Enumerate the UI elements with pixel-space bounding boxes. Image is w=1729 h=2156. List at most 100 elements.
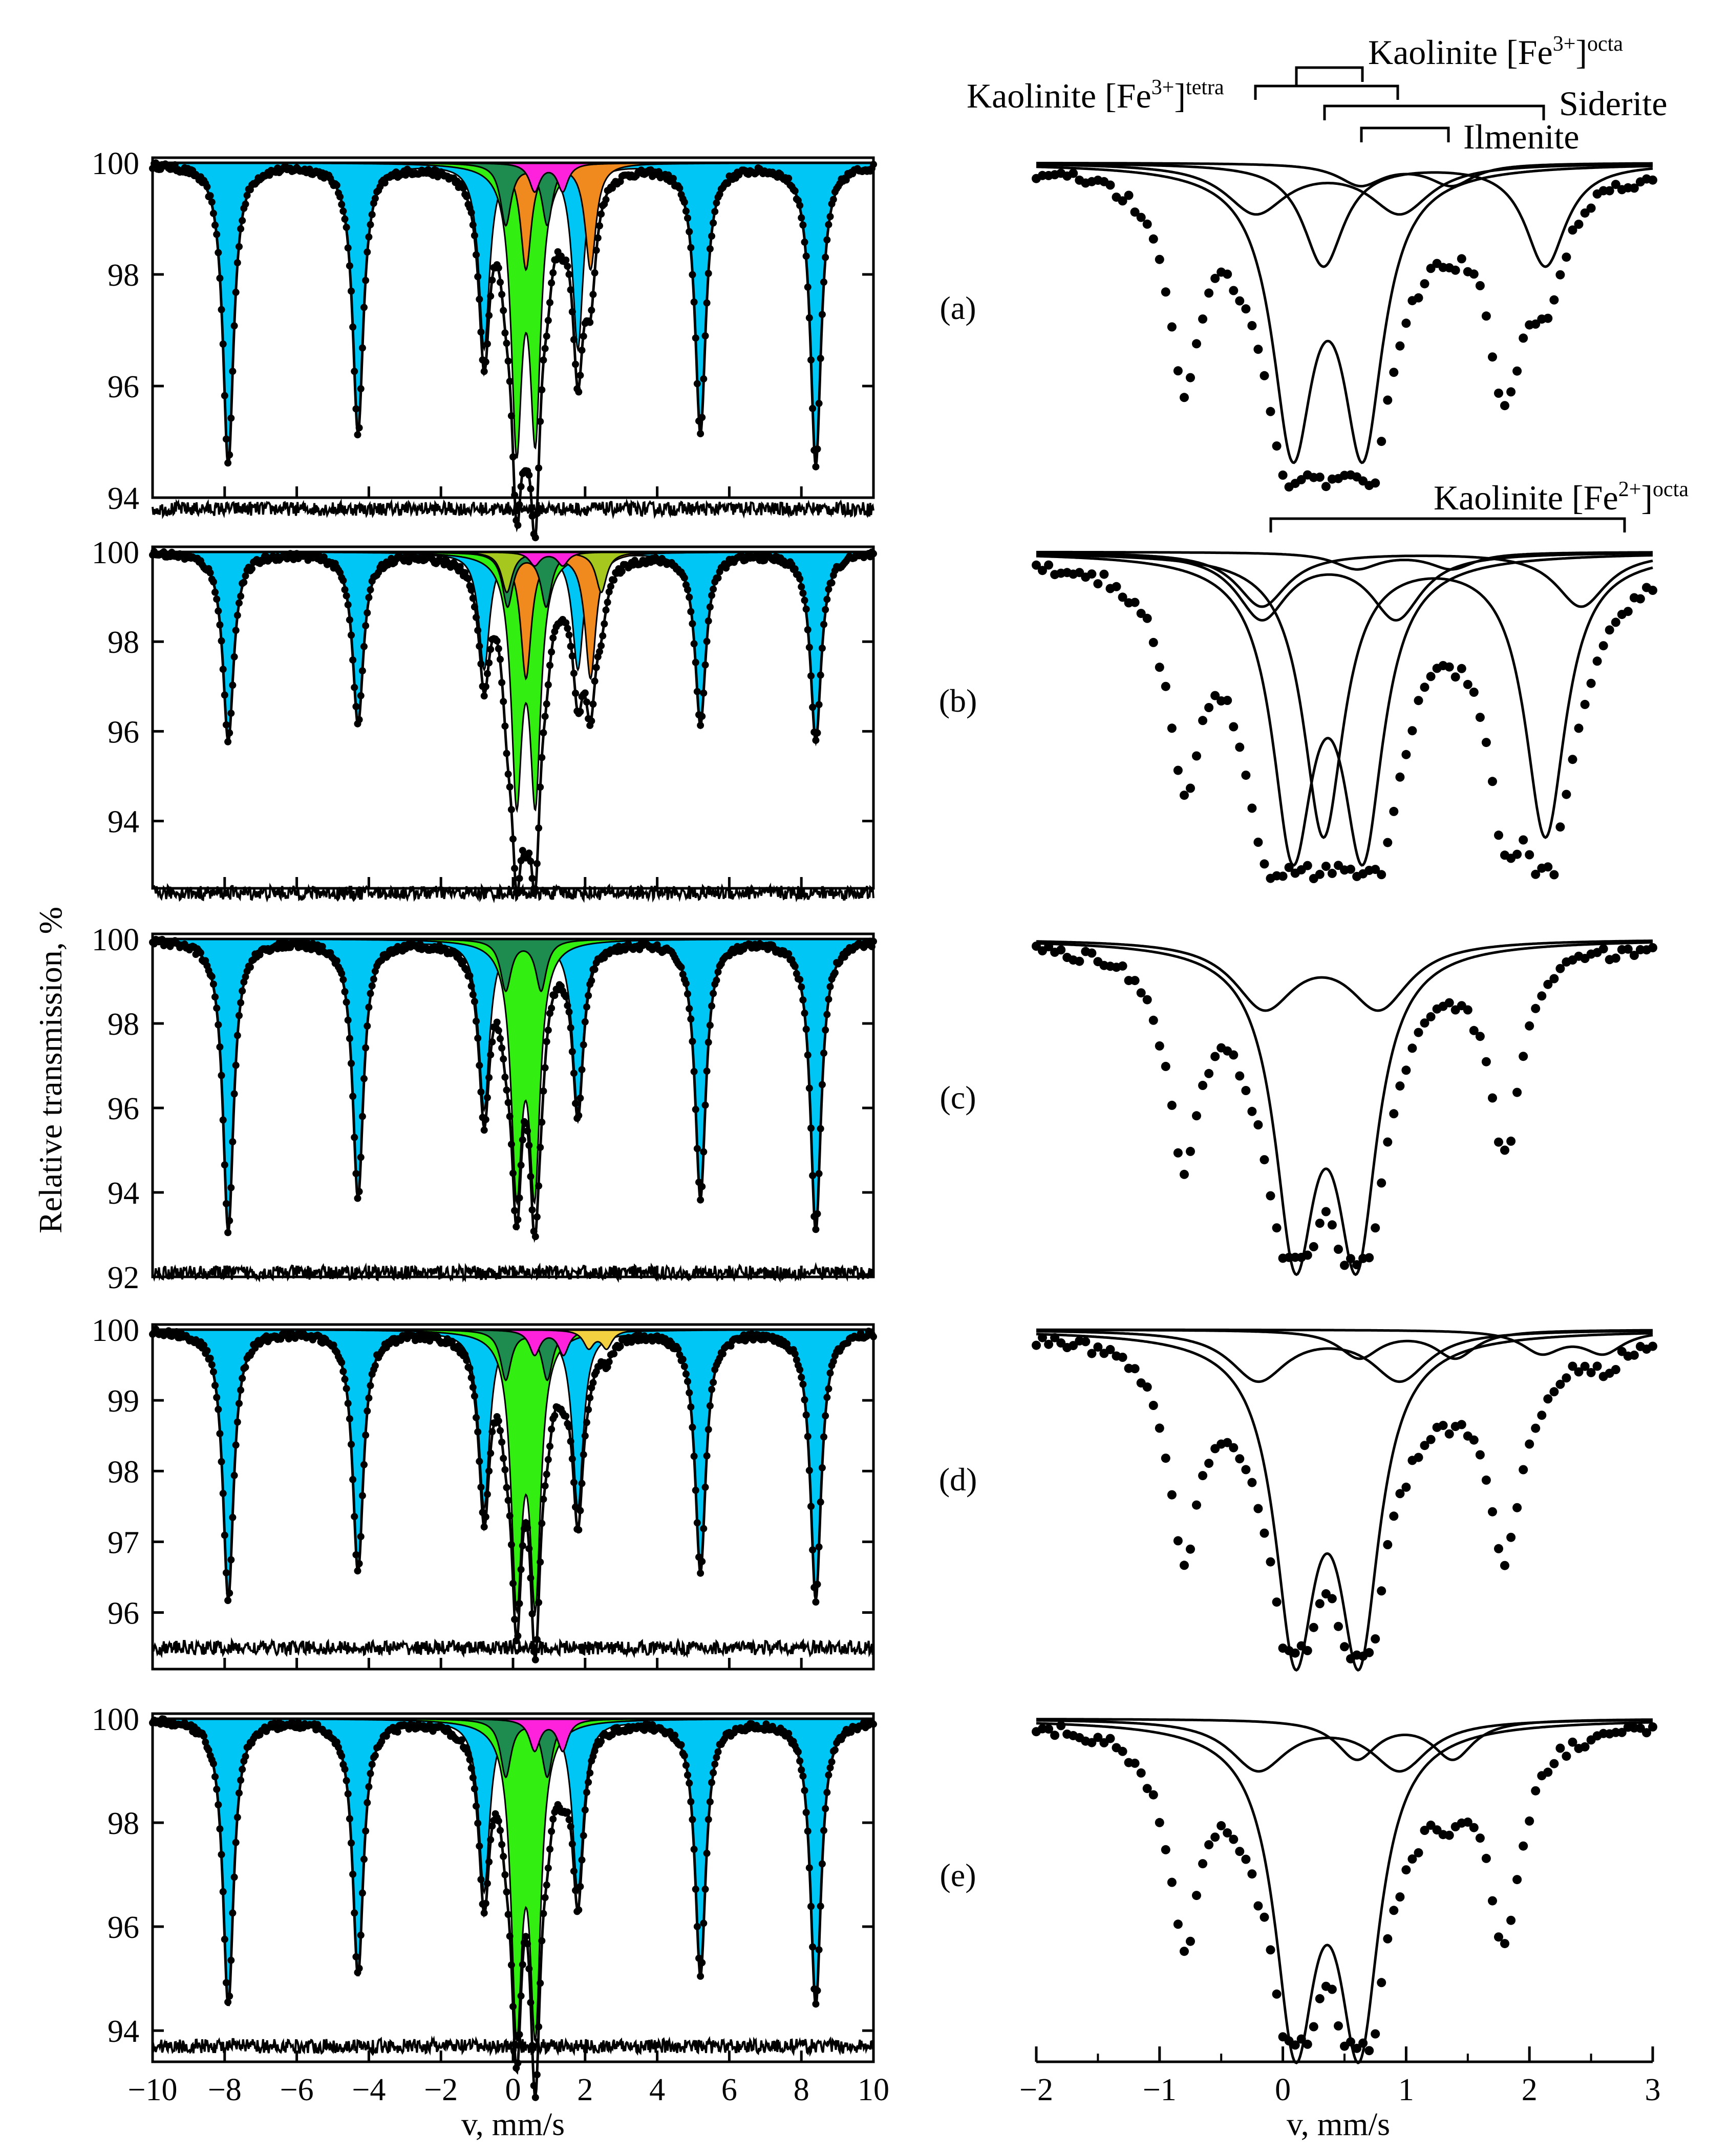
data-point	[1574, 723, 1584, 733]
data-point	[346, 1415, 353, 1423]
x-tick-label: 6	[721, 2073, 737, 2107]
label-ilmenite: Ilmenite	[1463, 117, 1579, 156]
data-point	[825, 995, 833, 1003]
x-tick-label: −1	[1143, 2073, 1177, 2107]
data-point	[1648, 175, 1657, 185]
data-point	[394, 1728, 401, 1736]
data-point	[221, 1161, 228, 1169]
data-point	[1371, 1223, 1380, 1233]
x-tick-label: 0	[1275, 2073, 1291, 2107]
data-point	[355, 1560, 363, 1567]
data-point	[829, 1358, 837, 1365]
data-point	[219, 666, 227, 673]
data-point	[209, 578, 217, 586]
data-point	[503, 750, 510, 757]
data-point	[371, 1752, 379, 1759]
data-point	[690, 1846, 698, 1853]
data-point	[367, 1382, 374, 1390]
data-point	[467, 586, 475, 594]
data-point	[822, 1026, 829, 1034]
data-point	[460, 958, 467, 965]
data-point	[1161, 1061, 1170, 1071]
data-point	[1192, 1111, 1201, 1121]
data-point	[1562, 252, 1571, 262]
data-point	[240, 579, 248, 586]
data-point	[202, 1738, 209, 1746]
data-point	[805, 314, 813, 322]
y-tick-label: 98	[108, 1806, 139, 1841]
data-point	[791, 565, 799, 573]
fit-component	[1036, 554, 1653, 867]
data-point	[1531, 1004, 1541, 1013]
data-point	[1056, 1721, 1066, 1731]
data-point	[224, 1597, 232, 1604]
data-point	[351, 368, 358, 375]
data-point	[1093, 1342, 1103, 1352]
data-point	[483, 1490, 491, 1498]
data-point	[1284, 863, 1294, 872]
data-point	[471, 1785, 478, 1792]
data-point	[495, 264, 502, 272]
data-point	[464, 575, 472, 582]
data-point	[616, 1342, 624, 1350]
data-point	[476, 1842, 483, 1850]
data-point	[713, 976, 720, 984]
data-point	[497, 279, 504, 286]
data-point	[1130, 1364, 1140, 1374]
data-point	[700, 1525, 708, 1532]
data-point	[229, 1513, 237, 1521]
data-point	[710, 1379, 717, 1386]
data-point	[236, 599, 243, 607]
data-point	[1229, 1050, 1239, 1060]
data-point	[568, 308, 576, 315]
data-point	[575, 1526, 583, 1534]
data-point	[1346, 864, 1355, 874]
data-point	[487, 1449, 495, 1457]
data-point	[541, 1064, 549, 1072]
data-point	[1512, 366, 1522, 376]
data-point	[570, 336, 578, 344]
data-point	[618, 568, 626, 575]
data-point	[1235, 1071, 1245, 1081]
data-point	[1494, 1932, 1503, 1942]
data-point	[535, 1182, 543, 1190]
data-point	[701, 661, 709, 669]
data-point	[371, 195, 379, 202]
data-point	[333, 181, 340, 189]
left-panel-a: 94 96 98 100	[92, 146, 877, 542]
data-point	[1229, 722, 1239, 732]
data-point	[701, 1483, 709, 1491]
bracket-kaolinite-fe3-tetra	[1254, 84, 1399, 100]
data-point	[1623, 607, 1633, 616]
data-point	[498, 679, 506, 687]
data-point	[493, 637, 501, 645]
data-points	[1032, 168, 1657, 492]
data-point	[1377, 870, 1386, 880]
data-point	[519, 1136, 526, 1144]
data-point	[1512, 1503, 1522, 1512]
data-point	[546, 1845, 553, 1853]
data-point	[1198, 314, 1208, 324]
annotation-brackets	[1254, 66, 1626, 532]
data-point	[1161, 287, 1170, 297]
data-point	[710, 1769, 717, 1777]
data-point	[1371, 1634, 1380, 1643]
data-point	[817, 1125, 824, 1133]
data-point	[362, 1827, 370, 1835]
data-point	[703, 1849, 711, 1857]
fit-component	[1036, 163, 1653, 216]
data-point	[1266, 1191, 1275, 1201]
data-point	[1210, 1052, 1220, 1061]
data-point	[1389, 368, 1399, 377]
data-point	[801, 1396, 808, 1403]
data-point	[473, 613, 480, 621]
data-point	[538, 754, 546, 761]
data-point	[1414, 1848, 1423, 1858]
data-point	[1032, 1340, 1041, 1350]
data-point	[1290, 1648, 1300, 1658]
data-point	[706, 603, 714, 611]
data-point	[546, 299, 553, 306]
data-point	[338, 1752, 346, 1760]
data-point	[1247, 1478, 1257, 1487]
data-point	[237, 1386, 245, 1394]
